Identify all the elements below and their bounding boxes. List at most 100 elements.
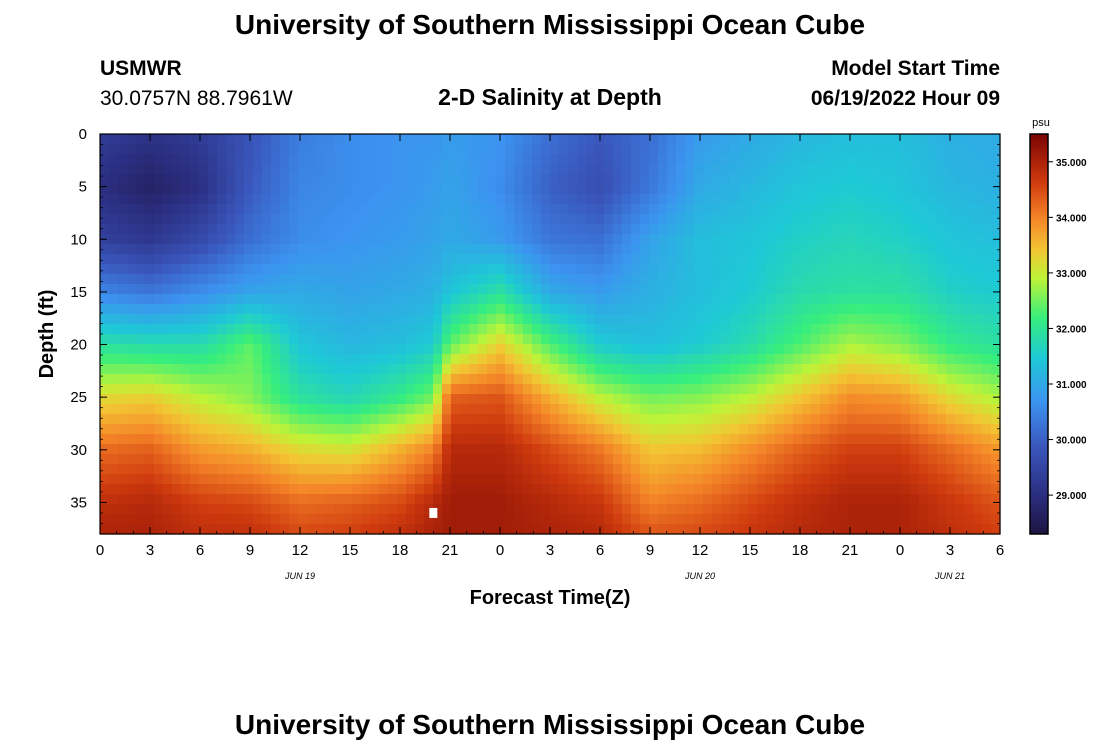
heatmap-cell [802, 504, 812, 515]
heatmap-cell [658, 414, 668, 425]
heatmap-cell [316, 404, 326, 415]
heatmap-cell [559, 504, 569, 515]
heatmap-cell [505, 454, 515, 465]
heatmap-cell [406, 294, 416, 305]
heatmap-cell [172, 174, 182, 185]
heatmap-cell [838, 164, 848, 175]
heatmap-cell [757, 274, 767, 285]
heatmap-cell [604, 504, 614, 515]
heatmap-cell [487, 254, 497, 265]
heatmap-cell [415, 144, 425, 155]
heatmap-cell [298, 264, 308, 275]
heatmap-cell [658, 434, 668, 445]
heatmap-cell [577, 134, 587, 145]
heatmap-cell [505, 294, 515, 305]
heatmap-cell [820, 444, 830, 455]
heatmap-cell [397, 184, 407, 195]
heatmap-cell [334, 294, 344, 305]
heatmap-cell [280, 384, 290, 395]
heatmap-cell [685, 514, 695, 525]
heatmap-cell [559, 514, 569, 525]
heatmap-cell [901, 414, 911, 425]
heatmap-cell [685, 374, 695, 385]
heatmap-cell [784, 424, 794, 435]
heatmap-cell [505, 334, 515, 345]
heatmap-cell [910, 464, 920, 475]
heatmap-cell [964, 444, 974, 455]
heatmap-cell [397, 404, 407, 415]
heatmap-cell [838, 294, 848, 305]
heatmap-cell [343, 184, 353, 195]
heatmap-cell [586, 184, 596, 195]
heatmap-cell [523, 514, 533, 525]
heatmap-cell [640, 144, 650, 155]
heatmap-cell [325, 294, 335, 305]
heatmap-cell [541, 394, 551, 405]
heatmap-cell [559, 374, 569, 385]
heatmap-cell [775, 314, 785, 325]
heatmap-cell [928, 394, 938, 405]
heatmap-cell [343, 524, 353, 535]
heatmap-cell [577, 234, 587, 245]
heatmap-cell [514, 194, 524, 205]
heatmap-cell [604, 514, 614, 525]
heatmap-cell [352, 174, 362, 185]
heatmap-cell [685, 284, 695, 295]
heatmap-cell [802, 524, 812, 535]
heatmap-cell [145, 344, 155, 355]
heatmap-cell [955, 244, 965, 255]
heatmap-cell [775, 484, 785, 495]
heatmap-cell [163, 514, 173, 525]
heatmap-cell [559, 394, 569, 405]
heatmap-cell [595, 194, 605, 205]
heatmap-cell [370, 254, 380, 265]
heatmap-cell [496, 334, 506, 345]
heatmap-cell [541, 264, 551, 275]
heatmap-cell [874, 464, 884, 475]
heatmap-cell [397, 354, 407, 365]
heatmap-cell [766, 484, 776, 495]
heatmap-cell [226, 214, 236, 225]
heatmap-cell [145, 454, 155, 465]
heatmap-cell [271, 374, 281, 385]
heatmap-cell [694, 434, 704, 445]
heatmap-cell [415, 194, 425, 205]
heatmap-cell [982, 374, 992, 385]
heatmap-cell [163, 144, 173, 155]
heatmap-cell [820, 174, 830, 185]
heatmap-cell [550, 374, 560, 385]
heatmap-cell [856, 134, 866, 145]
heatmap-cell [739, 484, 749, 495]
heatmap-cell [415, 354, 425, 365]
heatmap-cell [874, 504, 884, 515]
heatmap-cell [631, 274, 641, 285]
date-label: JUN 19 [284, 571, 315, 581]
heatmap-cell [658, 424, 668, 435]
heatmap-cell [190, 414, 200, 425]
heatmap-cell [973, 364, 983, 375]
heatmap-cell [856, 174, 866, 185]
heatmap-cell [541, 204, 551, 215]
heatmap-cell [415, 314, 425, 325]
heatmap-cell [694, 314, 704, 325]
heatmap-cell [262, 204, 272, 215]
heatmap-cell [757, 394, 767, 405]
heatmap-cell [838, 374, 848, 385]
heatmap-cell [820, 304, 830, 315]
heatmap-cell [937, 134, 947, 145]
heatmap-cell [721, 394, 731, 405]
heatmap-cell [721, 494, 731, 505]
heatmap-cell [766, 404, 776, 415]
heatmap-cell [532, 514, 542, 525]
heatmap-cell [127, 474, 137, 485]
heatmap-cell [181, 404, 191, 415]
heatmap-cell [622, 364, 632, 375]
heatmap-cell [739, 194, 749, 205]
heatmap-cell [280, 134, 290, 145]
heatmap-cell [766, 194, 776, 205]
heatmap-cell [856, 214, 866, 225]
heatmap-cell [289, 454, 299, 465]
heatmap-cell [703, 404, 713, 415]
heatmap-cell [541, 314, 551, 325]
heatmap-cell [163, 264, 173, 275]
